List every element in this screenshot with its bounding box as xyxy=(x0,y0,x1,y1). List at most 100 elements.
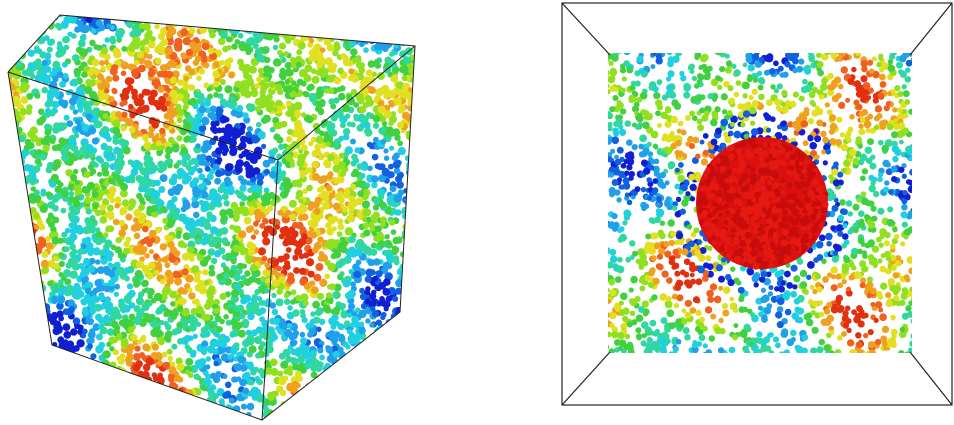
particle xyxy=(140,393,147,400)
particle xyxy=(401,348,409,356)
particle xyxy=(100,374,107,381)
particle xyxy=(174,188,181,196)
particle xyxy=(18,186,26,194)
particle xyxy=(410,316,415,324)
particle xyxy=(141,246,148,253)
particle xyxy=(36,393,45,402)
particle xyxy=(214,177,222,185)
particle xyxy=(28,21,36,28)
particle xyxy=(279,190,289,199)
particle xyxy=(180,213,187,220)
particle xyxy=(132,160,139,167)
particle xyxy=(271,334,279,341)
particle xyxy=(8,211,10,219)
particle xyxy=(408,269,415,277)
particle xyxy=(311,406,319,414)
particle xyxy=(120,182,129,191)
particle xyxy=(123,240,130,248)
particle xyxy=(15,190,21,196)
particle xyxy=(91,386,99,394)
particle xyxy=(346,402,352,408)
particle xyxy=(150,297,157,304)
particle xyxy=(103,411,112,420)
particle xyxy=(119,207,128,215)
particle xyxy=(361,346,369,354)
particle xyxy=(404,197,410,204)
particle xyxy=(252,301,260,310)
particle xyxy=(366,269,372,275)
particle xyxy=(8,279,13,288)
particle xyxy=(411,100,415,107)
particle xyxy=(95,403,104,412)
particle xyxy=(405,373,415,382)
particle xyxy=(402,349,409,356)
particle xyxy=(94,412,103,420)
particle xyxy=(359,287,365,294)
particle xyxy=(413,47,415,53)
particle xyxy=(254,213,262,221)
particle xyxy=(178,297,186,305)
particle xyxy=(21,306,29,314)
particle xyxy=(306,419,312,420)
particle xyxy=(17,346,24,352)
particle xyxy=(58,376,67,386)
particle xyxy=(356,393,363,400)
particle xyxy=(224,418,231,420)
particle xyxy=(268,395,275,402)
particle xyxy=(256,54,265,63)
particle xyxy=(117,252,124,259)
particle xyxy=(208,269,216,277)
particle xyxy=(408,267,415,275)
particle xyxy=(284,78,291,85)
particle xyxy=(248,345,257,354)
particle xyxy=(327,64,335,72)
particle xyxy=(231,43,238,50)
particle xyxy=(168,16,176,24)
particle xyxy=(224,85,233,94)
particle xyxy=(324,88,330,94)
particle xyxy=(358,388,365,395)
particle xyxy=(26,15,33,17)
particle xyxy=(392,295,399,302)
particle xyxy=(192,177,200,185)
particle xyxy=(17,354,25,362)
particle xyxy=(390,322,398,330)
particle xyxy=(219,78,226,86)
particle xyxy=(210,257,218,265)
particle xyxy=(306,115,314,124)
particle xyxy=(297,214,305,221)
particle xyxy=(78,390,86,398)
particle xyxy=(108,96,115,103)
particle xyxy=(214,409,222,417)
particle xyxy=(248,19,254,25)
particle xyxy=(380,29,390,38)
particle xyxy=(227,57,234,64)
particle xyxy=(346,390,355,399)
particle xyxy=(378,127,386,135)
particle xyxy=(50,173,60,183)
particle xyxy=(18,233,24,239)
particle xyxy=(155,57,162,65)
particle xyxy=(400,304,409,313)
particle xyxy=(21,25,29,33)
particle xyxy=(306,184,313,192)
particle xyxy=(296,398,302,404)
particle xyxy=(377,404,383,410)
particle xyxy=(23,222,31,231)
particle xyxy=(375,31,384,40)
particle xyxy=(230,258,237,265)
particle xyxy=(9,26,17,34)
particle xyxy=(18,351,26,360)
particle xyxy=(394,17,403,25)
particle xyxy=(403,394,412,403)
particle xyxy=(61,410,68,417)
particle xyxy=(66,371,75,380)
particle xyxy=(362,375,368,382)
particle xyxy=(57,365,64,371)
particle xyxy=(72,317,81,326)
particle xyxy=(124,418,133,420)
particle xyxy=(30,358,36,365)
particle xyxy=(337,379,346,388)
particle xyxy=(8,280,12,287)
particle xyxy=(209,384,217,391)
